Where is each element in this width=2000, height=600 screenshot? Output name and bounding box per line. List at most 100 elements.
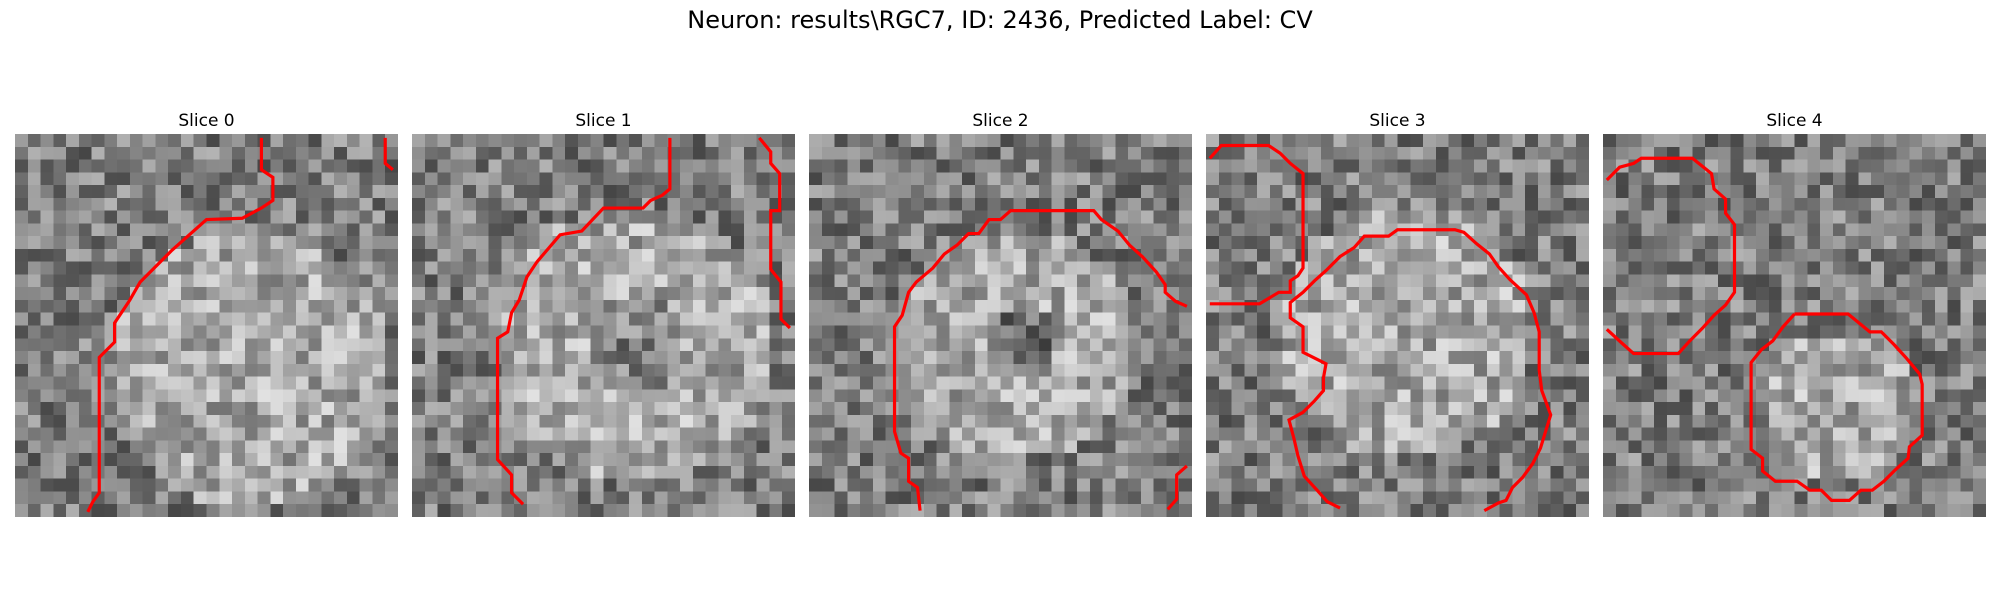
image-pixel bbox=[885, 312, 899, 326]
image-pixel bbox=[308, 453, 322, 467]
image-pixel bbox=[142, 287, 156, 301]
image-pixel bbox=[616, 338, 630, 352]
image-pixel bbox=[1153, 363, 1167, 377]
image-pixel bbox=[1102, 363, 1116, 377]
image-pixel bbox=[1077, 504, 1091, 517]
image-pixel bbox=[847, 465, 861, 479]
image-pixel bbox=[475, 287, 489, 301]
image-pixel bbox=[372, 261, 386, 275]
image-pixel bbox=[1832, 427, 1846, 441]
image-pixel bbox=[1550, 376, 1564, 390]
image-pixel bbox=[1295, 504, 1309, 517]
image-pixel bbox=[1858, 414, 1872, 428]
image-pixel bbox=[270, 376, 284, 390]
image-pixel bbox=[1743, 172, 1757, 186]
image-pixel bbox=[1628, 172, 1642, 186]
image-pixel bbox=[1781, 172, 1795, 186]
image-pixel bbox=[168, 325, 182, 339]
image-pixel bbox=[680, 287, 694, 301]
image-pixel bbox=[412, 389, 426, 403]
image-pixel bbox=[705, 325, 719, 339]
image-pixel bbox=[321, 159, 335, 173]
image-pixel bbox=[667, 338, 681, 352]
image-pixel bbox=[232, 261, 246, 275]
image-pixel bbox=[974, 363, 988, 377]
image-pixel bbox=[1218, 261, 1232, 275]
image-pixel bbox=[1654, 402, 1668, 416]
image-pixel bbox=[692, 414, 706, 428]
image-pixel bbox=[180, 376, 194, 390]
image-pixel bbox=[1756, 402, 1770, 416]
image-pixel bbox=[463, 491, 477, 505]
image-pixel bbox=[283, 287, 297, 301]
image-pixel bbox=[180, 299, 194, 313]
image-pixel bbox=[450, 491, 464, 505]
image-pixel bbox=[1871, 427, 1885, 441]
image-pixel bbox=[283, 325, 297, 339]
image-pixel bbox=[1525, 427, 1539, 441]
image-pixel bbox=[1320, 172, 1334, 186]
image-pixel bbox=[1576, 287, 1589, 301]
image-pixel bbox=[1730, 248, 1744, 262]
image-pixel bbox=[809, 440, 823, 454]
image-pixel bbox=[885, 440, 899, 454]
image-pixel bbox=[1922, 299, 1936, 313]
image-pixel bbox=[193, 402, 207, 416]
image-pixel bbox=[295, 363, 309, 377]
image-pixel bbox=[692, 274, 706, 288]
image-pixel bbox=[1947, 197, 1961, 211]
image-pixel bbox=[1448, 287, 1462, 301]
image-pixel bbox=[334, 159, 348, 173]
image-pixel bbox=[270, 223, 284, 237]
image-pixel bbox=[987, 299, 1001, 313]
image-pixel bbox=[1717, 351, 1731, 365]
image-pixel bbox=[1231, 299, 1245, 313]
image-pixel bbox=[1384, 261, 1398, 275]
image-pixel bbox=[1743, 325, 1757, 339]
image-pixel bbox=[898, 134, 912, 148]
image-pixel bbox=[1153, 325, 1167, 339]
image-pixel bbox=[1397, 210, 1411, 224]
image-pixel bbox=[1435, 402, 1449, 416]
image-pixel bbox=[1679, 134, 1693, 148]
image-pixel bbox=[1397, 376, 1411, 390]
image-pixel bbox=[308, 440, 322, 454]
image-pixel bbox=[1896, 504, 1910, 517]
image-pixel bbox=[1089, 414, 1103, 428]
image-pixel bbox=[1038, 185, 1052, 199]
image-pixel bbox=[1563, 440, 1577, 454]
image-pixel bbox=[129, 134, 143, 148]
image-pixel bbox=[244, 389, 258, 403]
image-pixel bbox=[1179, 261, 1192, 275]
image-pixel bbox=[526, 453, 540, 467]
image-pixel bbox=[346, 389, 360, 403]
image-pixel bbox=[718, 402, 732, 416]
image-pixel bbox=[1909, 248, 1923, 262]
image-pixel bbox=[1257, 453, 1271, 467]
image-pixel bbox=[705, 427, 719, 441]
image-pixel bbox=[629, 402, 643, 416]
image-pixel bbox=[1756, 248, 1770, 262]
image-pixel bbox=[949, 504, 963, 517]
image-pixel bbox=[1960, 402, 1974, 416]
image-pixel bbox=[295, 478, 309, 492]
image-pixel bbox=[1435, 172, 1449, 186]
image-pixel bbox=[206, 197, 220, 211]
image-pixel bbox=[1896, 299, 1910, 313]
image-pixel bbox=[1026, 159, 1040, 173]
image-pixel bbox=[385, 376, 398, 390]
image-pixel bbox=[616, 134, 630, 148]
slice-image bbox=[15, 134, 398, 517]
image-pixel bbox=[1512, 478, 1526, 492]
image-pixel bbox=[590, 312, 604, 326]
image-pixel bbox=[885, 376, 899, 390]
image-pixel bbox=[1206, 402, 1220, 416]
image-pixel bbox=[1320, 465, 1334, 479]
image-pixel bbox=[1153, 465, 1167, 479]
image-pixel bbox=[142, 351, 156, 365]
image-pixel bbox=[1038, 146, 1052, 160]
image-pixel bbox=[860, 236, 874, 250]
image-pixel bbox=[1231, 172, 1245, 186]
image-pixel bbox=[180, 172, 194, 186]
image-pixel bbox=[1525, 236, 1539, 250]
